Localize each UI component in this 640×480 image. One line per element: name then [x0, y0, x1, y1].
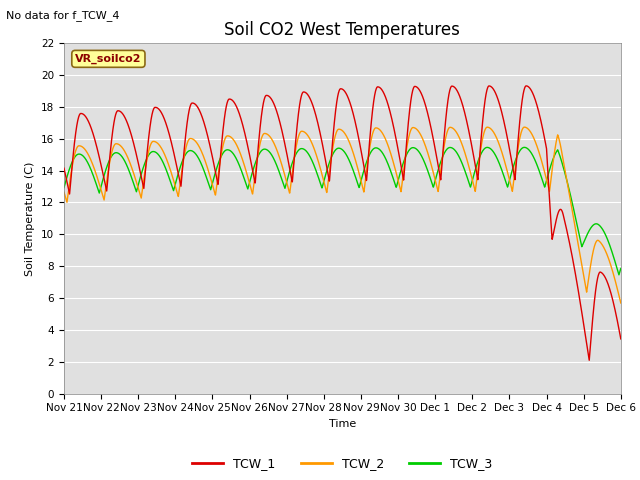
TCW_2 — [124, 154, 131, 160]
TCW_1 — [586, 358, 593, 363]
TCW_3 — [615, 272, 623, 278]
TCW_3 — [546, 165, 554, 171]
TCW_2 — [157, 144, 164, 150]
TCW_1 — [522, 83, 530, 89]
Line: TCW_1: TCW_1 — [64, 86, 621, 360]
TCW_2 — [60, 189, 68, 195]
Text: VR_soilco2: VR_soilco2 — [75, 54, 141, 64]
Text: No data for f_TCW_4: No data for f_TCW_4 — [6, 10, 120, 21]
TCW_2 — [520, 124, 528, 130]
Y-axis label: Soil Temperature (C): Soil Temperature (C) — [26, 161, 35, 276]
TCW_3 — [617, 265, 625, 271]
TCW_2 — [617, 300, 625, 306]
TCW_1 — [298, 92, 305, 98]
TCW_2 — [274, 149, 282, 155]
TCW_1 — [274, 111, 282, 117]
TCW_3 — [606, 243, 614, 249]
Line: TCW_2: TCW_2 — [64, 127, 621, 303]
TCW_1 — [60, 165, 68, 171]
Legend: TCW_1, TCW_2, TCW_3: TCW_1, TCW_2, TCW_3 — [187, 453, 498, 475]
TCW_3 — [60, 185, 68, 191]
TCW_1 — [606, 288, 614, 294]
TCW_2 — [298, 128, 305, 134]
TCW_3 — [298, 146, 305, 152]
TCW_2 — [606, 260, 614, 266]
Title: Soil CO2 West Temperatures: Soil CO2 West Temperatures — [225, 21, 460, 39]
TCW_3 — [124, 164, 131, 170]
X-axis label: Time: Time — [329, 419, 356, 429]
TCW_1 — [124, 120, 131, 126]
TCW_1 — [157, 108, 164, 114]
TCW_3 — [157, 155, 164, 161]
TCW_1 — [617, 336, 625, 342]
TCW_3 — [520, 144, 528, 150]
Line: TCW_3: TCW_3 — [64, 147, 621, 275]
TCW_2 — [546, 184, 554, 190]
TCW_1 — [546, 205, 554, 211]
TCW_3 — [274, 165, 282, 170]
